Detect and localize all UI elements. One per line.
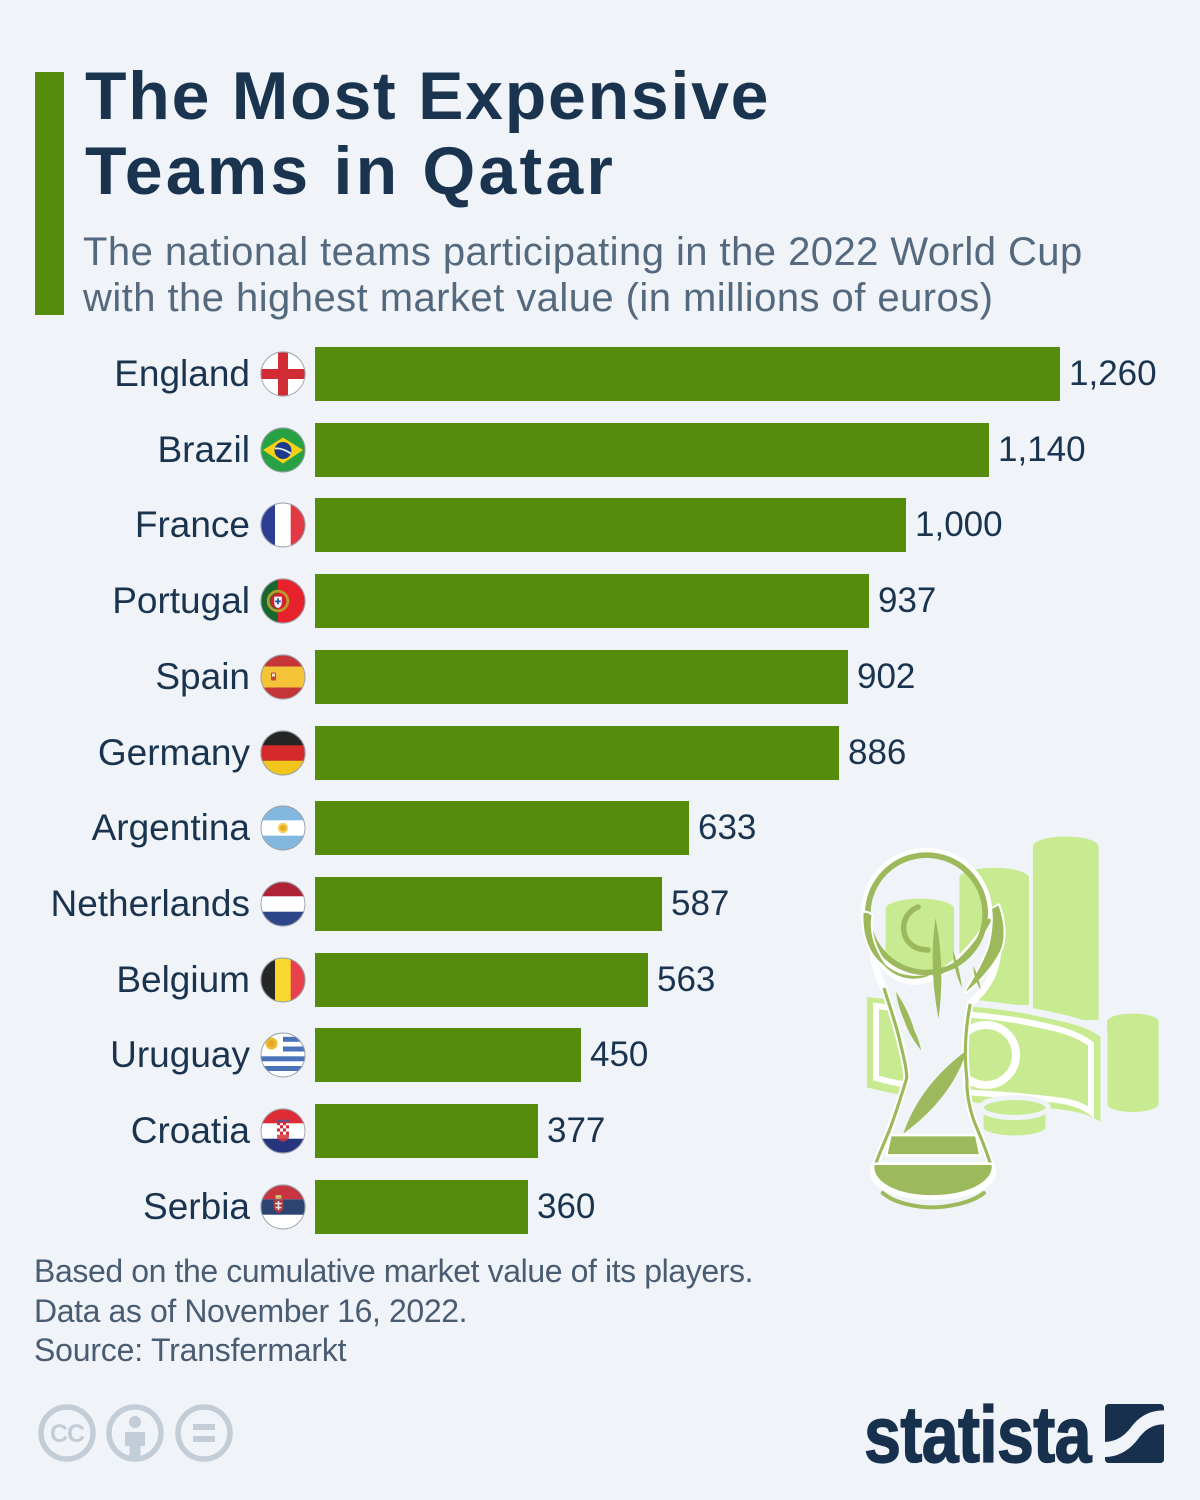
svg-text:CC: CC <box>50 1420 85 1448</box>
